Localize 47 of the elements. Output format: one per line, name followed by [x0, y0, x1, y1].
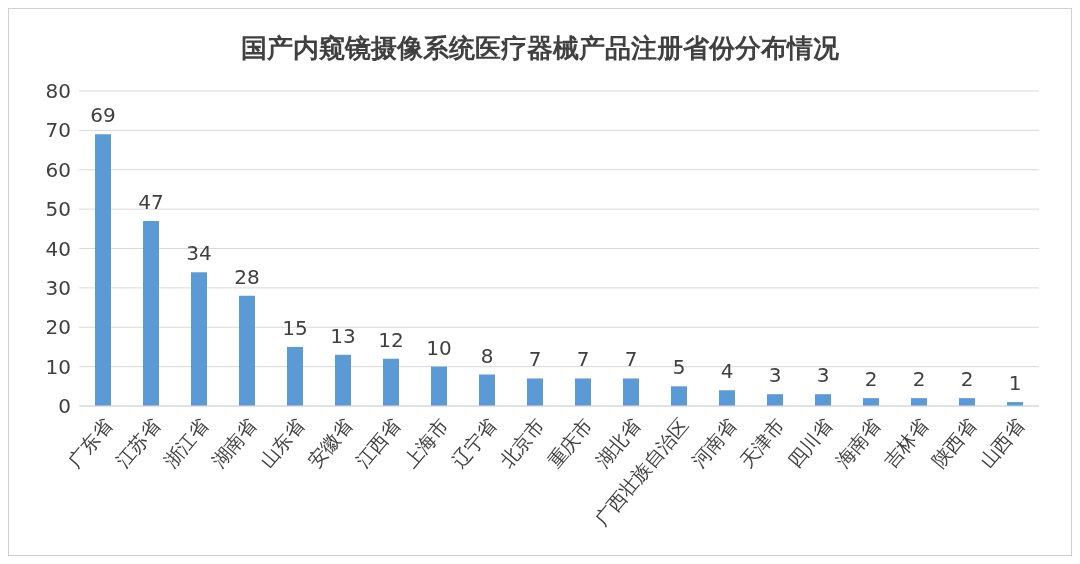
y-tick-label: 10 [45, 354, 71, 379]
bar [431, 366, 447, 406]
bar [575, 378, 591, 406]
data-label: 5 [672, 355, 686, 380]
bar [95, 134, 111, 406]
y-tick-label: 80 [45, 79, 71, 104]
bar [335, 354, 351, 406]
data-label: 3 [768, 363, 782, 388]
bar [767, 394, 783, 406]
bar [143, 220, 159, 406]
data-label: 47 [138, 189, 164, 214]
data-label: 13 [330, 323, 356, 348]
bar [527, 378, 543, 406]
data-label: 8 [480, 343, 494, 368]
data-label: 3 [816, 363, 830, 388]
bar [479, 374, 495, 406]
data-label: 2 [912, 367, 926, 392]
data-label: 69 [90, 103, 116, 128]
bar [623, 378, 639, 406]
data-label: 15 [282, 315, 308, 340]
bar [383, 358, 399, 406]
x-tick-label: 辽宁省 [446, 413, 501, 472]
bar [671, 386, 687, 406]
data-label: 34 [186, 241, 212, 266]
bar [815, 394, 831, 406]
bar [719, 390, 735, 406]
y-tick-label: 40 [45, 236, 71, 261]
data-label: 7 [624, 347, 638, 372]
data-label: 7 [576, 347, 590, 372]
y-tick-label: 60 [45, 157, 71, 182]
data-label: 28 [234, 264, 260, 289]
bar [191, 272, 207, 406]
data-label: 2 [864, 367, 878, 392]
y-tick-label: 70 [45, 118, 71, 143]
bar [239, 295, 255, 406]
chart-title: 国产内窥镜摄像系统医疗器械产品注册省份分布情况 [240, 32, 840, 65]
y-tick-label: 20 [45, 315, 71, 340]
y-tick-label: 50 [45, 197, 71, 222]
data-label: 4 [720, 359, 734, 384]
data-label: 10 [426, 335, 452, 360]
data-label: 1 [1008, 371, 1022, 396]
bar [287, 346, 303, 406]
y-tick-label: 0 [58, 394, 71, 419]
data-label: 2 [960, 367, 974, 392]
data-label: 12 [378, 327, 404, 352]
y-tick-label: 30 [45, 275, 71, 300]
data-label: 7 [528, 347, 542, 372]
